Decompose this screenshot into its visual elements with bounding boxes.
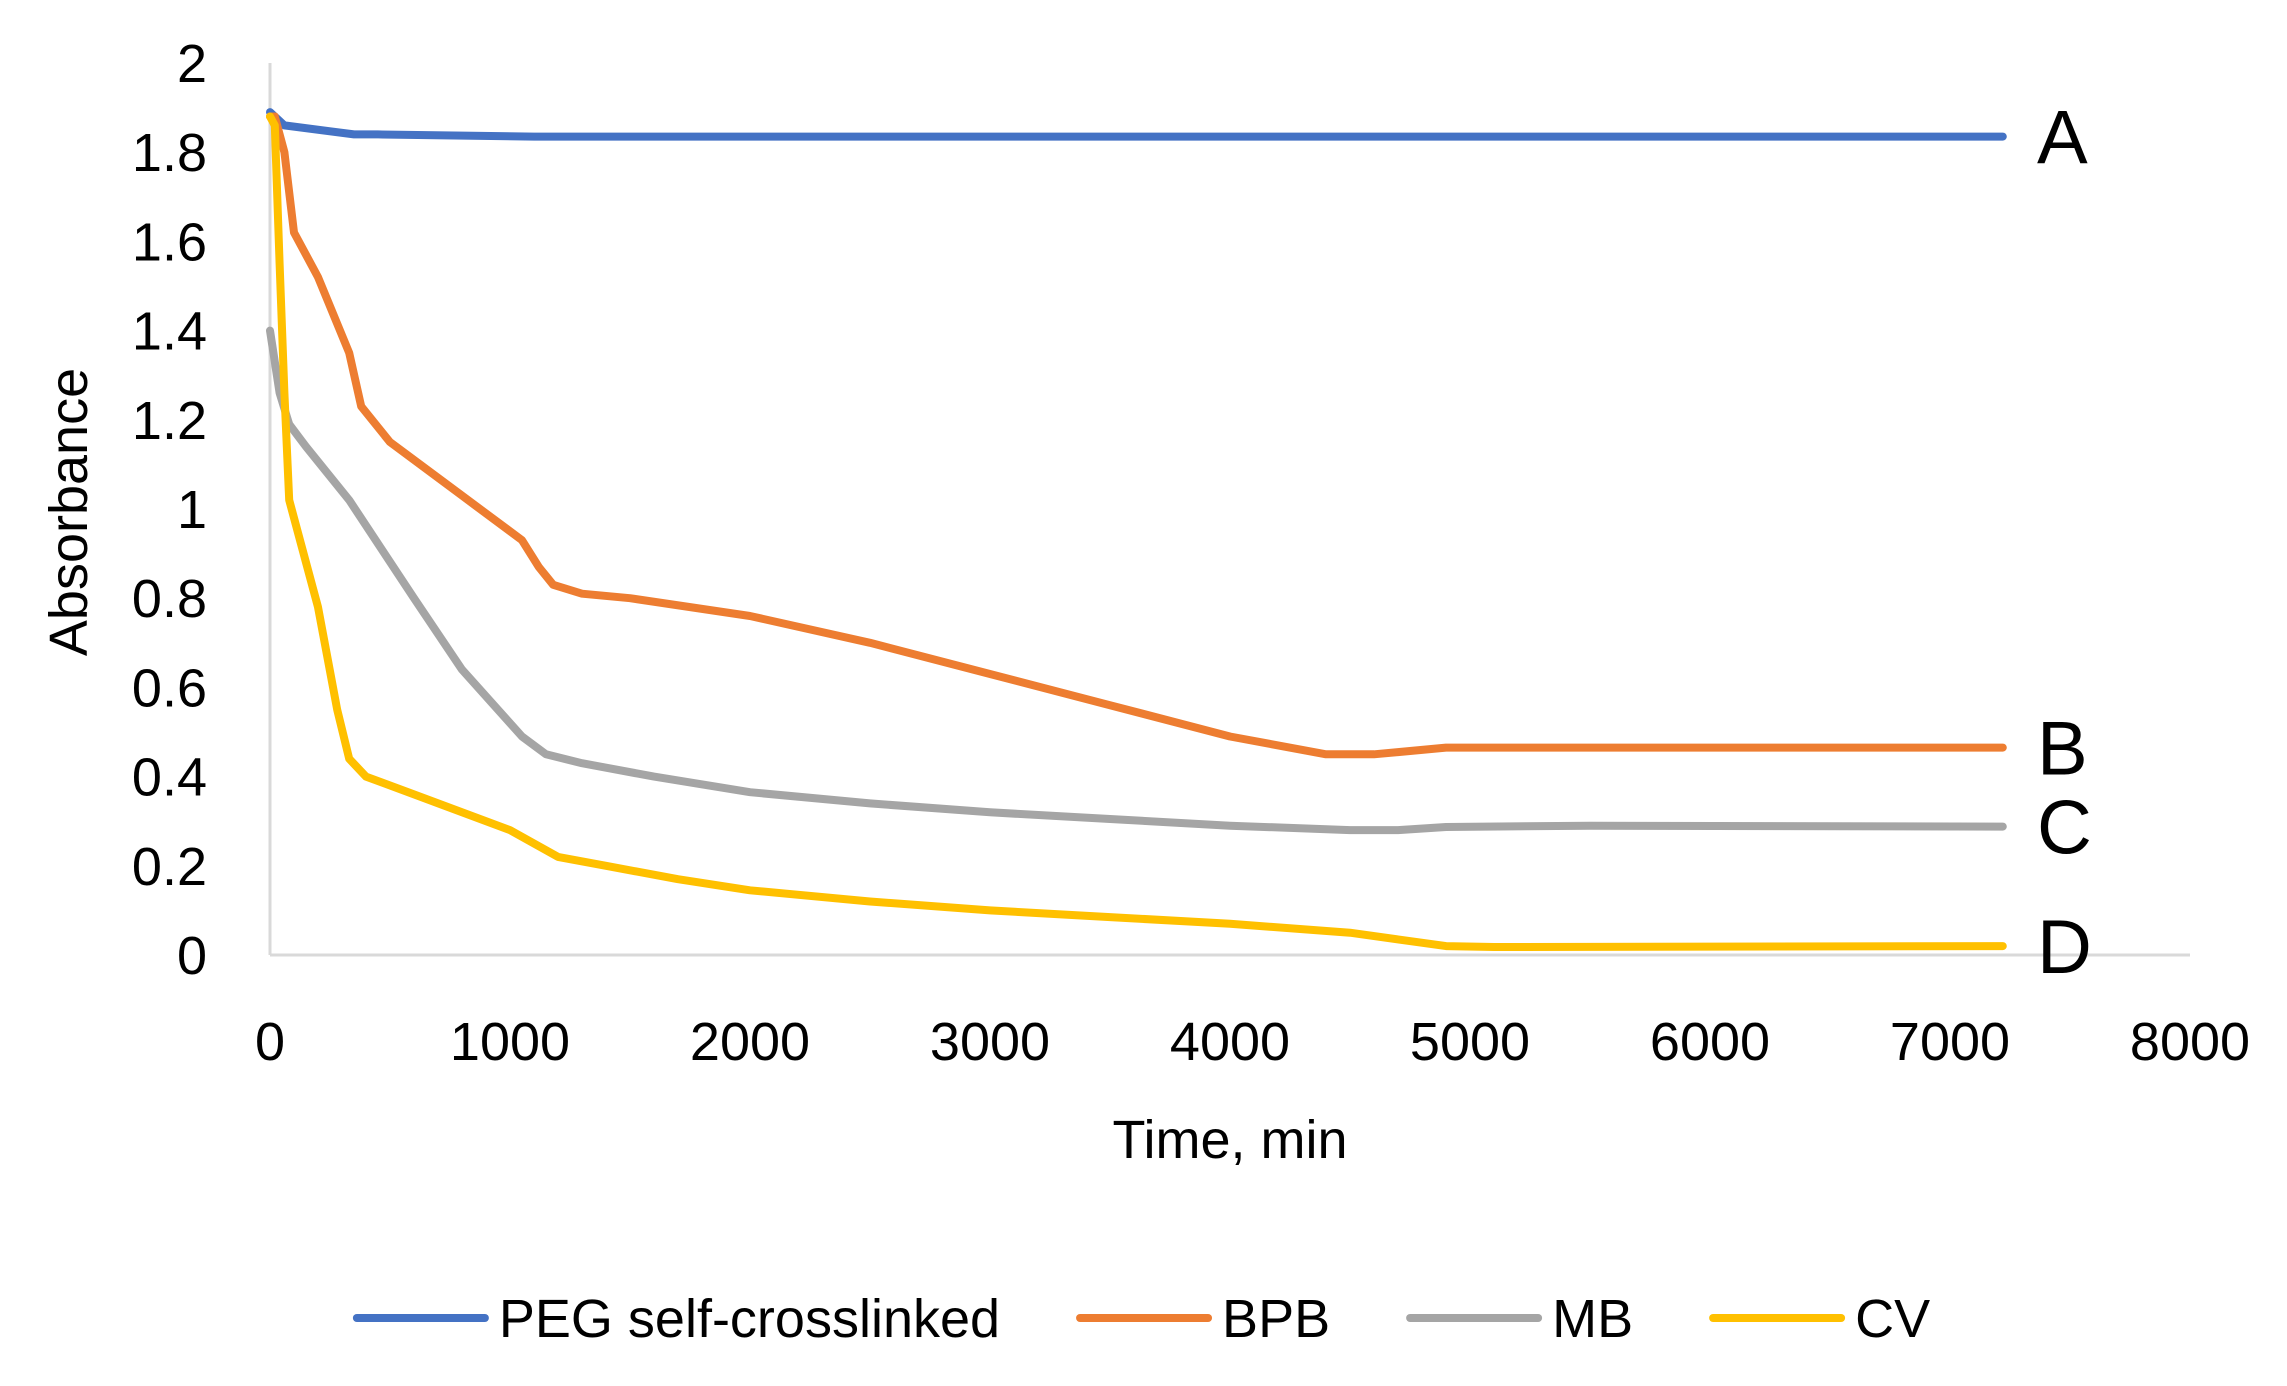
x-tick-label: 8000 [2130, 1012, 2250, 1072]
series-line-mb [266, 326, 2007, 835]
series-tag-cv: D [2037, 905, 2092, 990]
axes [268, 63, 2190, 957]
legend-item-peg-self-crosslinked: PEG self-crosslinked [352, 1289, 1000, 1349]
x-tick-label: 5000 [1410, 1012, 1530, 1072]
y-tick-label: 1 [177, 480, 207, 540]
x-tick-label: 1000 [450, 1012, 570, 1072]
legend-item-mb: MB [1406, 1289, 1633, 1349]
y-tick-labels: 0 0.2 0.4 0.6 0.8 1 1.2 1.4 1.6 1.8 2 [132, 34, 207, 986]
y-tick-label: 2 [177, 34, 207, 94]
x-axis-title: Time, min [1112, 1110, 1347, 1170]
y-tick-label: 0.2 [132, 837, 207, 897]
series-line-bpb [266, 112, 2007, 759]
x-tick-label: 6000 [1650, 1012, 1770, 1072]
y-tick-label: 1.2 [132, 391, 207, 451]
x-tick-label: 7000 [1890, 1012, 2010, 1072]
legend-label: MB [1552, 1289, 1633, 1349]
series-tags: A BCD [2037, 96, 2092, 990]
x-tick-label: 3000 [930, 1012, 1050, 1072]
y-tick-label: 0 [177, 926, 207, 986]
y-axis-title: Absorbance [39, 368, 99, 656]
x-tick-label: 2000 [690, 1012, 810, 1072]
x-tick-labels: 0 1000 2000 3000 4000 5000 6000 7000 8000 [255, 1012, 2250, 1072]
y-tick-label: 0.6 [132, 658, 207, 718]
series-tag-peg-self-crosslinked: A [2037, 96, 2088, 181]
legend-item-cv: CV [1709, 1289, 1930, 1349]
y-tick-label: 0.4 [132, 748, 207, 808]
legend-item-bpb: BPB [1076, 1289, 1330, 1349]
legend-label: PEG self-crosslinked [499, 1289, 1000, 1349]
y-tick-label: 1.6 [132, 212, 207, 272]
series-lines [266, 108, 2007, 951]
y-tick-label: 1.4 [132, 302, 207, 362]
legend-label: CV [1855, 1289, 1930, 1349]
legend-label: BPB [1222, 1289, 1330, 1349]
x-tick-label: 0 [255, 1012, 285, 1072]
series-tag-mb: C [2037, 786, 2092, 871]
series-line-cv [266, 112, 2007, 951]
y-tick-label: 0.8 [132, 569, 207, 629]
x-tick-label: 4000 [1170, 1012, 1290, 1072]
y-tick-label: 1.8 [132, 123, 207, 183]
legend: PEG self-crosslinked BPB MB CV [352, 1289, 1930, 1349]
series-line-peg-self-crosslinked [266, 108, 2007, 141]
series-tag-bpb: B [2037, 707, 2088, 792]
